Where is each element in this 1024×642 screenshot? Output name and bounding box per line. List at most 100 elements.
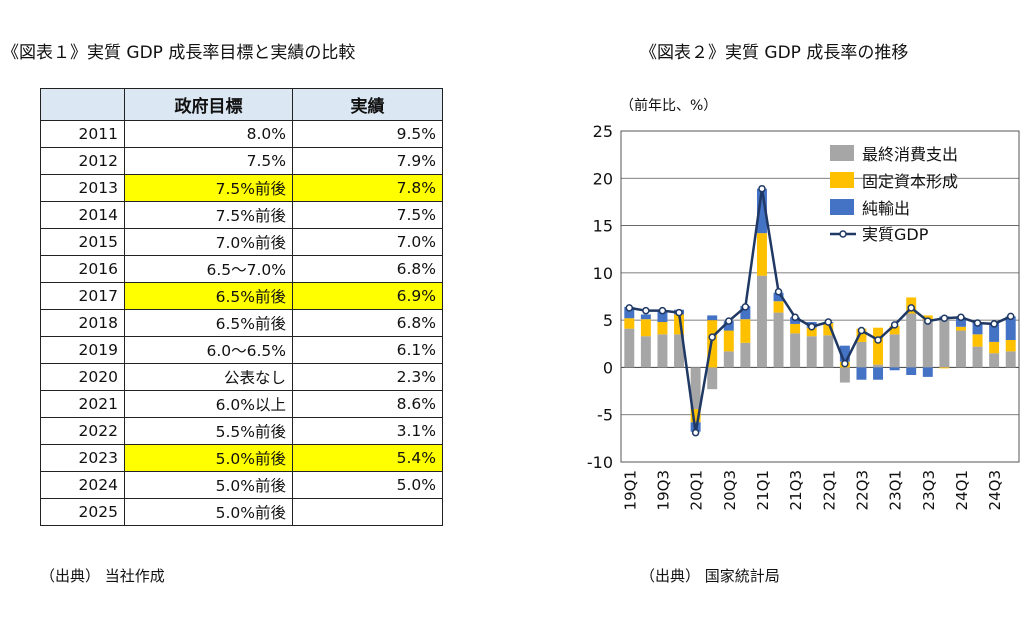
gdp-point [924, 317, 932, 325]
table-header-target: 政府目標 [124, 88, 293, 121]
bar-investment [972, 334, 983, 347]
table-cell-target: 7.5%前後 [124, 201, 293, 229]
bar-consumption [972, 346, 983, 368]
bar-consumption [922, 320, 933, 368]
bar-net-exports [989, 322, 1000, 342]
table-cell-target: 8.0% [124, 120, 293, 148]
table-row: 2017 6.5%前後 6.9% [40, 282, 443, 310]
bar-consumption [839, 367, 850, 383]
table-cell-actual: 8.6% [292, 390, 443, 418]
x-tick-label: 22Q3 [853, 470, 871, 510]
table-cell-year: 2025 [40, 498, 125, 526]
table-cell-actual: 7.0% [292, 228, 443, 256]
table-cell-year: 2011 [40, 120, 125, 148]
table-row: 2016 6.5～7.0% 6.8% [40, 255, 443, 283]
bar-consumption [939, 318, 950, 368]
table-cell-actual: 7.5% [292, 201, 443, 229]
gdp-point [824, 318, 833, 326]
bar-consumption [806, 336, 817, 368]
bar-consumption [773, 312, 784, 368]
table-cell-actual: 6.8% [292, 309, 443, 337]
table-row: 2021 6.0%以上 8.6% [40, 390, 443, 418]
bar-net-exports [640, 314, 651, 320]
bar-investment [856, 328, 867, 342]
bar-net-exports [856, 367, 867, 380]
y-tick-label: -10 [587, 453, 613, 472]
bar-consumption [823, 335, 834, 368]
bar-net-exports [922, 367, 933, 377]
gdp-point [990, 320, 998, 328]
bar-investment [624, 318, 635, 329]
bar-net-exports [723, 321, 734, 331]
table-row: 2023 5.0%前後 5.4% [40, 444, 443, 472]
table-cell-year: 2019 [40, 336, 125, 364]
bar-net-exports [657, 310, 668, 323]
gdp-growth-chart: 25 20 15 10 5 0 -5 -10 19Q1 19Q3 20Q1 20Q3 21Q1 21Q3 2… [587, 122, 1020, 510]
bar-net-exports [624, 306, 635, 319]
bar-investment [939, 367, 950, 369]
x-tick-label: 24Q3 [986, 470, 1004, 510]
table-cell-actual: 6.1% [292, 336, 443, 364]
bar-investment [723, 330, 734, 352]
table-cell-year: 2023 [40, 444, 125, 472]
bar-consumption [906, 313, 917, 368]
gdp-point [675, 308, 683, 317]
bar-consumption [707, 367, 718, 390]
chart-unit-label: （前年比、%） [620, 98, 718, 114]
legend-marker [839, 230, 847, 238]
table-cell-actual [292, 498, 443, 526]
table-row: 2020 公表なし 2.3% [40, 363, 443, 391]
bar-net-exports [1005, 316, 1016, 341]
table-cell-year: 2017 [40, 282, 125, 310]
gdp-target-table: 政府目標 実績 2011 8.0% 9.5% 2012 7.5% 7.9% 2013 7.5%… [40, 88, 443, 526]
x-tick-label: 23Q1 [887, 470, 905, 510]
table-cell-actual: 7.9% [292, 147, 443, 175]
bar-consumption [640, 336, 651, 368]
bar-consumption [756, 275, 767, 368]
bar-investment [806, 327, 817, 337]
bar-consumption [674, 334, 685, 368]
table-row: 2013 7.5%前後 7.8% [40, 174, 443, 202]
table-cell-year: 2022 [40, 417, 125, 445]
gdp-point [1006, 312, 1015, 321]
bar-consumption [889, 334, 900, 368]
bar-net-exports [906, 367, 917, 375]
legend-label: 実質GDP [862, 225, 929, 244]
bar-net-exports [873, 367, 884, 380]
gdp-point [907, 304, 915, 312]
plot-area [620, 130, 1020, 463]
table-cell-actual: 5.0% [292, 471, 443, 499]
x-tick-label: 21Q3 [787, 470, 805, 510]
gdp-point [708, 333, 716, 341]
table-cell-actual: 5.4% [292, 444, 443, 472]
y-tick-label: 20 [593, 169, 613, 188]
table-header-row: 政府目標 実績 [40, 88, 443, 121]
bar-consumption [690, 367, 701, 410]
gdp-point [973, 319, 982, 327]
gdp-point [691, 428, 700, 437]
table-cell-target: 7.5% [124, 147, 293, 175]
bar-investment [640, 319, 651, 337]
table-row: 2025 5.0%前後 [40, 498, 443, 526]
x-tick-label: 19Q3 [654, 470, 672, 510]
bar-consumption [873, 364, 884, 368]
table-cell-target: 6.0～6.5% [124, 336, 293, 364]
table-row: 2015 7.0%前後 7.0% [40, 228, 443, 256]
table-header-year [40, 88, 125, 121]
table-cell-year: 2015 [40, 228, 125, 256]
table-cell-year: 2016 [40, 255, 125, 283]
table-cell-target: 7.0%前後 [124, 228, 293, 256]
table-cell-target: 7.5%前後 [124, 174, 293, 202]
table-cell-year: 2014 [40, 201, 125, 229]
legend-label: 純輸出 [862, 199, 910, 218]
table-row: 2014 7.5%前後 7.5% [40, 201, 443, 229]
bar-net-exports [955, 317, 966, 327]
x-tick-label: 21Q1 [754, 470, 772, 510]
table-row: 2018 6.5%前後 6.8% [40, 309, 443, 337]
left-source-note: （出典） 当社作成 [40, 567, 165, 585]
x-tick-label: 19Q1 [621, 470, 639, 510]
gdp-point [874, 336, 882, 344]
table-cell-actual: 6.9% [292, 282, 443, 310]
bar-consumption [1005, 351, 1016, 368]
left-figure-title: 《図表１》実質 GDP 成長率目標と実績の比較 [2, 43, 356, 63]
